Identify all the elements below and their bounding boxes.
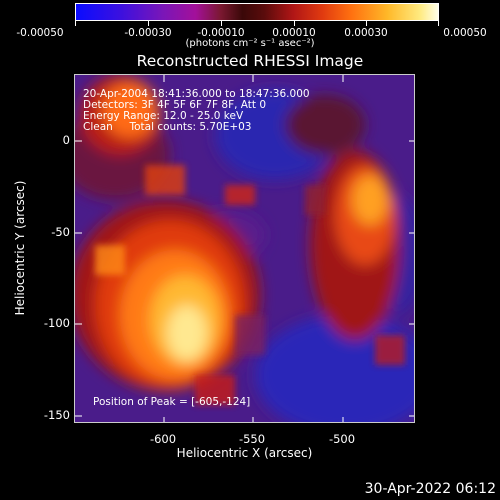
info-energy-range: Energy Range: 12.0 - 25.0 keV — [83, 110, 244, 122]
x-axis-label: Heliocentric X (arcsec) — [176, 446, 313, 460]
info-peak-position: Position of Peak = [-605,-124] — [93, 396, 251, 408]
colorbar-tick — [148, 21, 149, 26]
colorbar-tick-label: -0.00050 — [16, 27, 64, 39]
colorbar-units: (photons cm⁻² s⁻¹ asec⁻²) — [185, 38, 315, 49]
colorbar-tick — [294, 21, 295, 26]
info-detectors: Detectors: 3F 4F 5F 6F 7F 8F, Att 0 — [83, 99, 267, 111]
colorbar-tick-label: 0.00050 — [443, 27, 487, 39]
colorbar-tick — [438, 21, 439, 26]
info-counts: Clean Total counts: 5.70E+03 — [83, 121, 252, 133]
colorbar-tick — [366, 21, 367, 26]
timestamp: 30-Apr-2022 06:12 — [364, 481, 496, 497]
colorbar-tick-label: -0.00030 — [124, 27, 172, 39]
y-axis-label: Heliocentric Y (arcsec) — [13, 180, 27, 316]
colorbar-tick-label: 0.00030 — [344, 27, 388, 39]
x-tick-label: -600 — [149, 432, 177, 446]
colorbar-tick — [221, 21, 222, 26]
colorbar-tick-label: -0.00010 — [197, 27, 245, 39]
colorbar-tick-label: 0.00010 — [272, 27, 316, 39]
plot-title: Reconstructed RHESSI Image — [136, 52, 364, 70]
rhessi-image-graphic — [75, 75, 414, 422]
y-tick-label: -100 — [43, 316, 70, 330]
colorbar-tick — [75, 21, 76, 26]
x-tick-label: -550 — [238, 432, 266, 446]
y-tick-label: 0 — [62, 133, 70, 147]
y-tick-label: -150 — [43, 408, 70, 422]
x-tick-label: -500 — [328, 432, 356, 446]
y-tick-label: -50 — [51, 225, 70, 239]
rhessi-image: 20-Apr-2004 18:41:36.000 to 18:47:36.000… — [74, 74, 415, 423]
colorbar — [75, 3, 439, 21]
info-time-range: 20-Apr-2004 18:41:36.000 to 18:47:36.000 — [83, 88, 310, 100]
